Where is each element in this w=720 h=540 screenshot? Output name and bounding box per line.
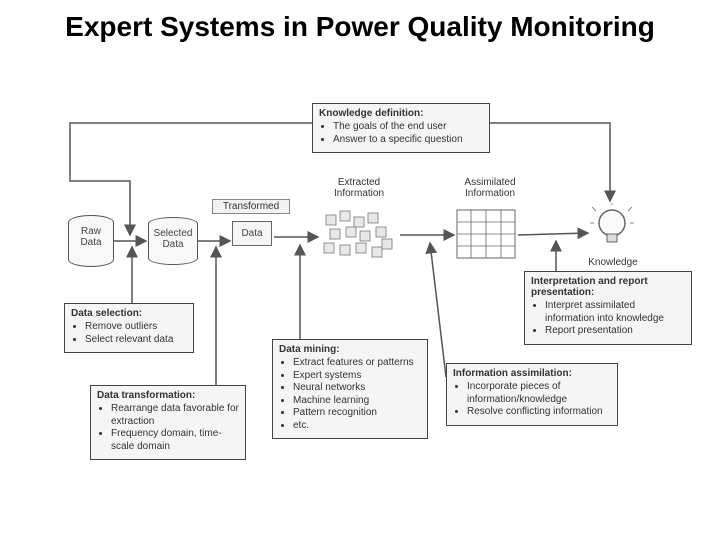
box-interpretation: Interpretation and report presentation: … (524, 271, 692, 345)
box-data-selection: Data selection: Remove outliers Select r… (64, 303, 194, 353)
box-info-assimilation: Information assimilation: Incorporate pi… (446, 363, 618, 426)
diagram-canvas: Raw Data Selected Data Transformed Data … (0, 85, 720, 535)
raw-data-label: Raw Data (68, 215, 114, 267)
data-mining-item: Extract features or patterns (293, 357, 421, 370)
interpretation-item: Interpret assimilated information into k… (545, 300, 685, 325)
knowledge-def-title: Knowledge definition: (319, 108, 483, 119)
page-title: Expert Systems in Power Quality Monitori… (0, 0, 720, 48)
box-knowledge-definition: Knowledge definition: The goals of the e… (312, 103, 490, 153)
label-extracted: Extracted Information (320, 177, 398, 199)
data-transformation-item: Frequency domain, time-scale domain (111, 428, 239, 453)
data-mining-item: Neural networks (293, 382, 421, 395)
data-selection-title: Data selection: (71, 308, 187, 319)
box-data-mining: Data mining: Extract features or pattern… (272, 339, 428, 439)
data-mining-item: Machine learning (293, 395, 421, 408)
data-mining-title: Data mining: (279, 344, 421, 355)
data-selection-item: Remove outliers (85, 321, 187, 334)
knowledge-bulb-icon (590, 203, 634, 255)
data-label: Data (232, 221, 272, 246)
data-transformation-item: Rearrange data favorable for extraction (111, 403, 239, 428)
node-raw-data: Raw Data (68, 215, 114, 267)
node-data: Data (232, 221, 272, 246)
info-assimilation-item: Incorporate pieces of information/knowle… (467, 381, 611, 406)
data-mining-item: Pattern recognition (293, 407, 421, 420)
data-transformation-title: Data transformation: (97, 390, 239, 401)
label-knowledge: Knowledge (578, 257, 648, 268)
info-assimilation-title: Information assimilation: (453, 368, 611, 379)
assimilated-info-icon (456, 209, 516, 259)
data-mining-item: Expert systems (293, 370, 421, 383)
knowledge-def-item: The goals of the end user (333, 121, 483, 134)
interpretation-title: Interpretation and report presentation: (531, 276, 685, 298)
knowledge-def-item: Answer to a specific question (333, 134, 483, 147)
box-data-transformation: Data transformation: Rearrange data favo… (90, 385, 246, 460)
label-transformed: Transformed (212, 199, 290, 214)
info-assimilation-item: Resolve conflicting information (467, 406, 611, 419)
selected-data-label: Selected Data (148, 217, 198, 265)
extracted-info-icon (320, 207, 398, 265)
data-mining-item: etc. (293, 420, 421, 433)
interpretation-item: Report presentation (545, 325, 685, 338)
node-selected-data: Selected Data (148, 217, 198, 265)
data-selection-item: Select relevant data (85, 334, 187, 347)
label-assimilated: Assimilated Information (450, 177, 530, 199)
